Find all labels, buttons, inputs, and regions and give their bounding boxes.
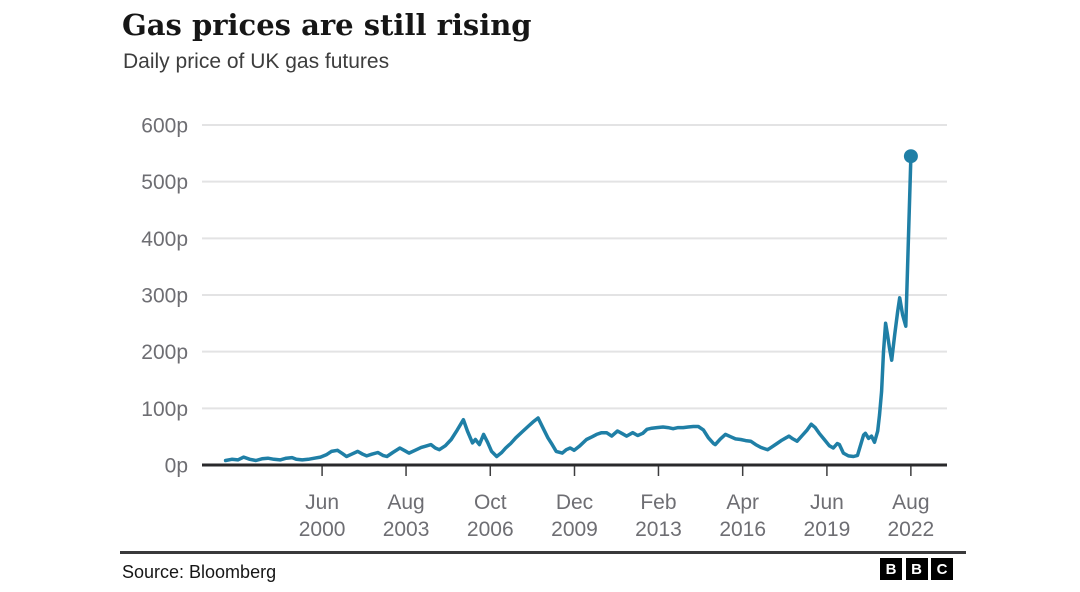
x-axis-tick-year: 2009: [551, 518, 598, 541]
x-axis-tick-year: 2016: [719, 518, 766, 541]
y-axis-tick-label: 300p: [141, 285, 188, 308]
x-axis-tick-month: Aug: [387, 491, 424, 514]
y-axis-tick-label: 500p: [141, 171, 188, 194]
bbc-logo-block-c: C: [931, 558, 953, 580]
x-axis-tick-year: 2022: [888, 518, 935, 541]
latest-price-marker: [903, 149, 918, 164]
source-text: Source: Bloomberg: [122, 562, 277, 582]
price-line: [223, 154, 913, 463]
bbc-logo-block-b2: B: [905, 558, 928, 580]
gas-price-line-chart: 600p 500p 400p 300p 200p 100p 0p Jun 2000 Aug 2003…: [141, 115, 947, 541]
page-title: Gas prices are still rising: [122, 8, 532, 42]
x-axis-tick-year: 2019: [804, 518, 851, 541]
chart-header: Gas prices are still rising Daily price …: [122, 8, 532, 75]
y-axis-tick-label: 400p: [141, 228, 188, 251]
footer-divider: [120, 551, 966, 554]
chart-subtitle: Daily price of UK gas futures: [123, 50, 390, 73]
y-axis-tick-label: 100p: [141, 398, 188, 421]
y-axis-tick-label: 600p: [141, 115, 188, 138]
y-axis-tick-label: 200p: [141, 341, 188, 364]
x-axis-tick-month: Jun: [810, 491, 844, 514]
x-axis-tick-month: Oct: [474, 491, 507, 514]
x-axis-tick-month: Aug: [892, 491, 929, 514]
x-axis-tick-month: Feb: [640, 491, 676, 514]
x-axis-tick-month: Jun: [305, 491, 339, 514]
x-axis-tick-year: 2006: [467, 518, 514, 541]
x-axis-tick-year: 2003: [383, 518, 430, 541]
x-axis-tick-year: 2013: [635, 518, 682, 541]
bbc-logo-block-b1: B: [880, 558, 902, 580]
x-axis-tick-year: 2000: [299, 518, 346, 541]
x-axis-tick-month: Dec: [556, 491, 593, 514]
x-axis-tick-month: Apr: [726, 491, 759, 514]
y-axis-tick-label: 0p: [165, 455, 188, 478]
bbc-logo: B B C: [880, 558, 953, 580]
